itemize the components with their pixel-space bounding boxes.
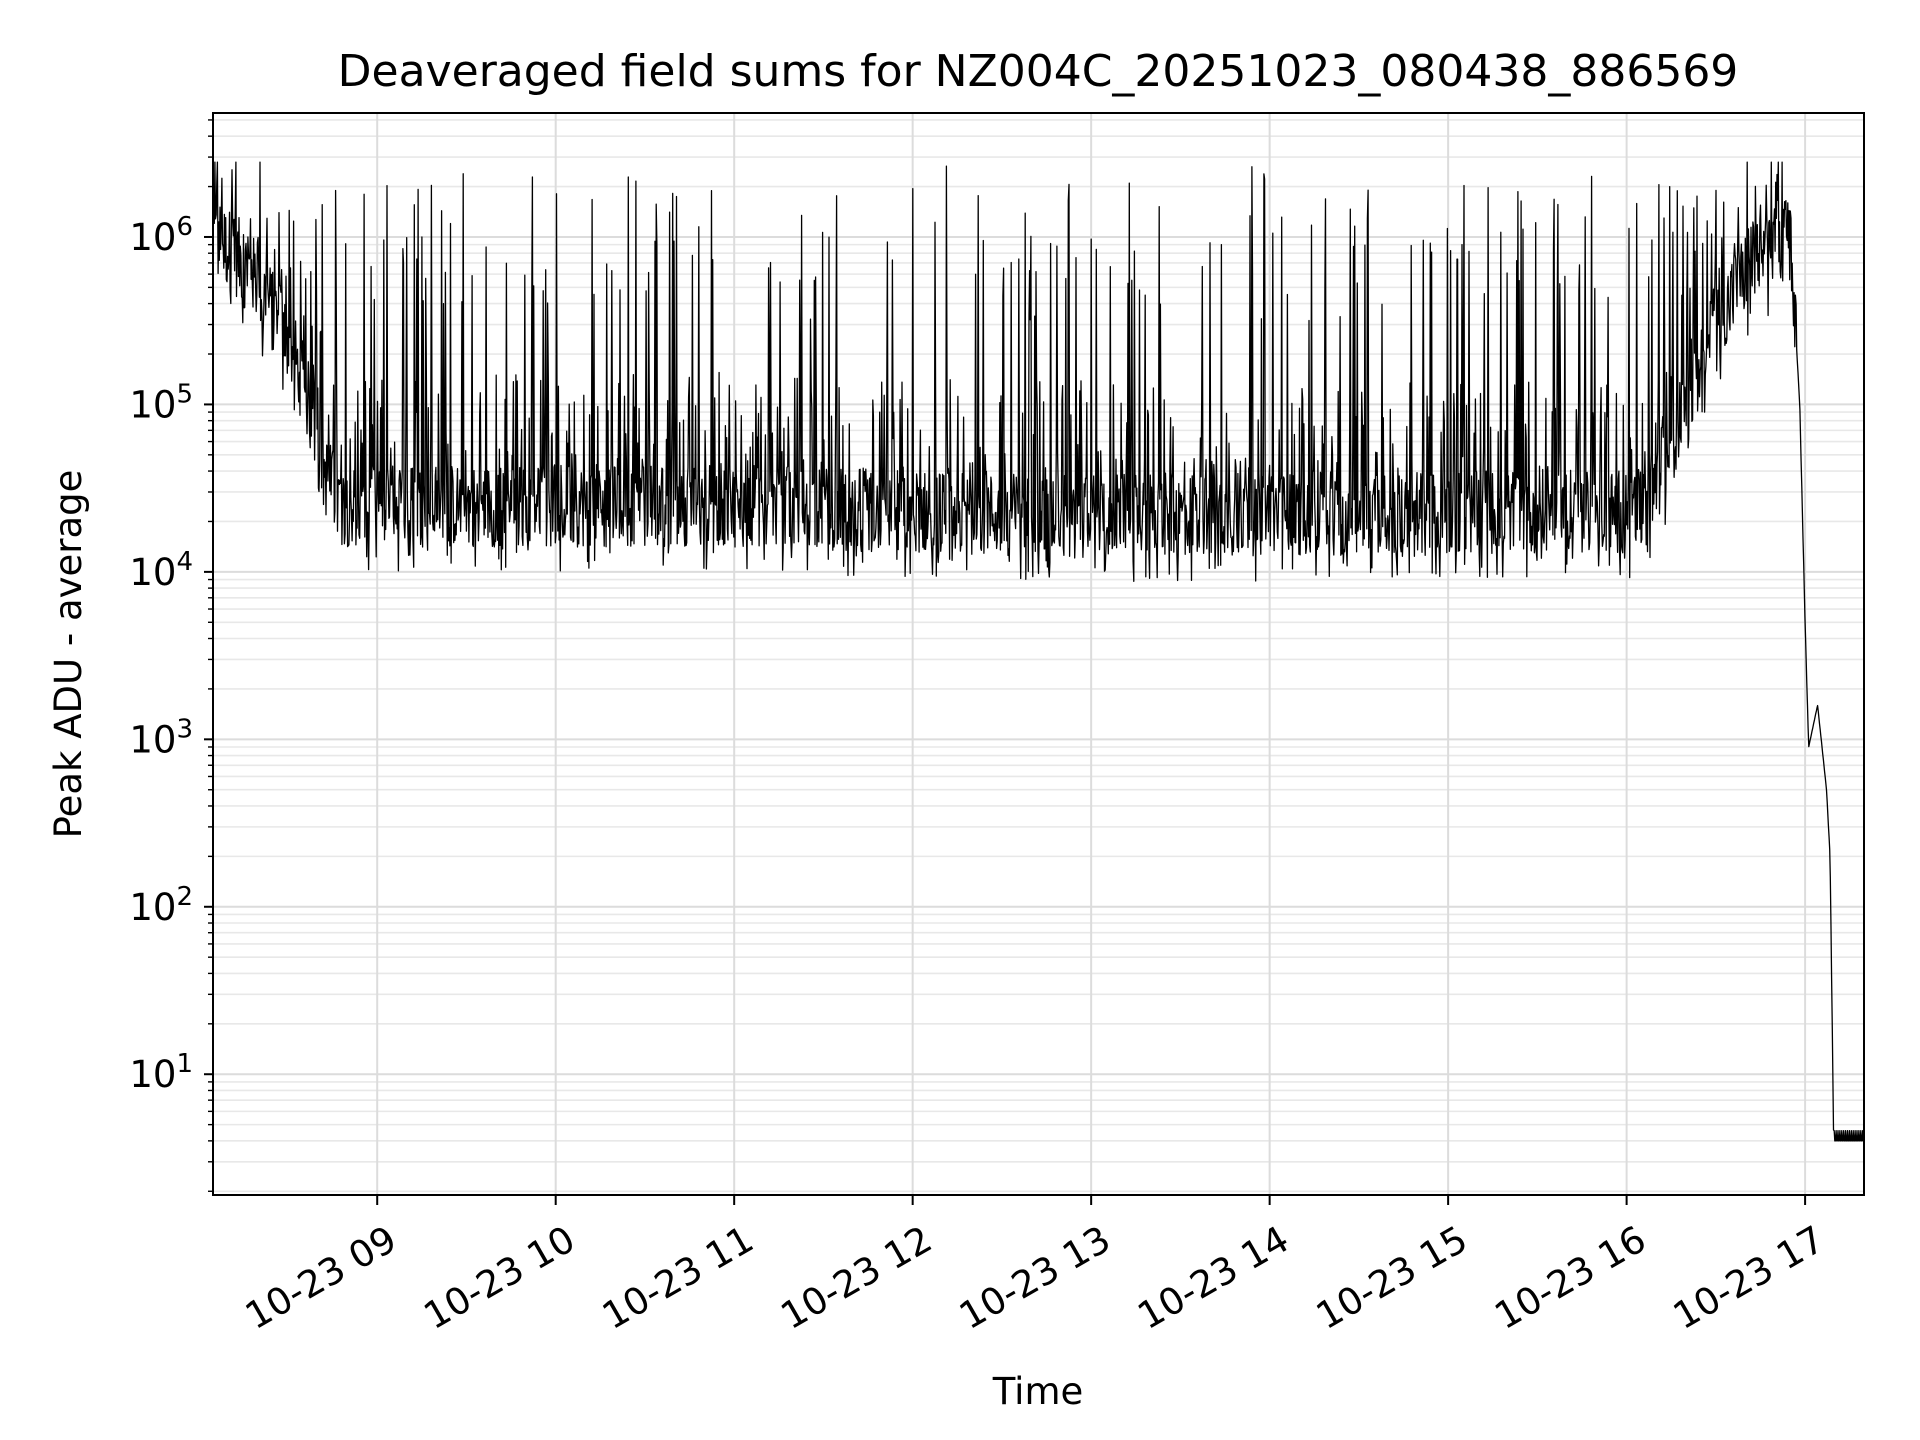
y-axis: 101 102 103 104 105 106 [129,119,213,1192]
y-tick-label: 104 [129,547,193,594]
y-tick-label: 101 [129,1049,193,1096]
plot-frame [212,112,1865,1196]
y-axis-label: Peak ADU - average [47,470,90,839]
grid [213,113,1864,1195]
series-layer [212,161,1865,1142]
x-axis-label: Time [992,1370,1084,1413]
y-tick-label: 102 [129,882,193,929]
series-line [212,161,1865,1142]
y-tick-label: 103 [129,714,193,761]
y-tick-label: 106 [129,212,193,259]
y-tick-label: 105 [129,379,193,426]
chart-title: Deaveraged field sums for NZ004C_2025102… [338,46,1739,97]
